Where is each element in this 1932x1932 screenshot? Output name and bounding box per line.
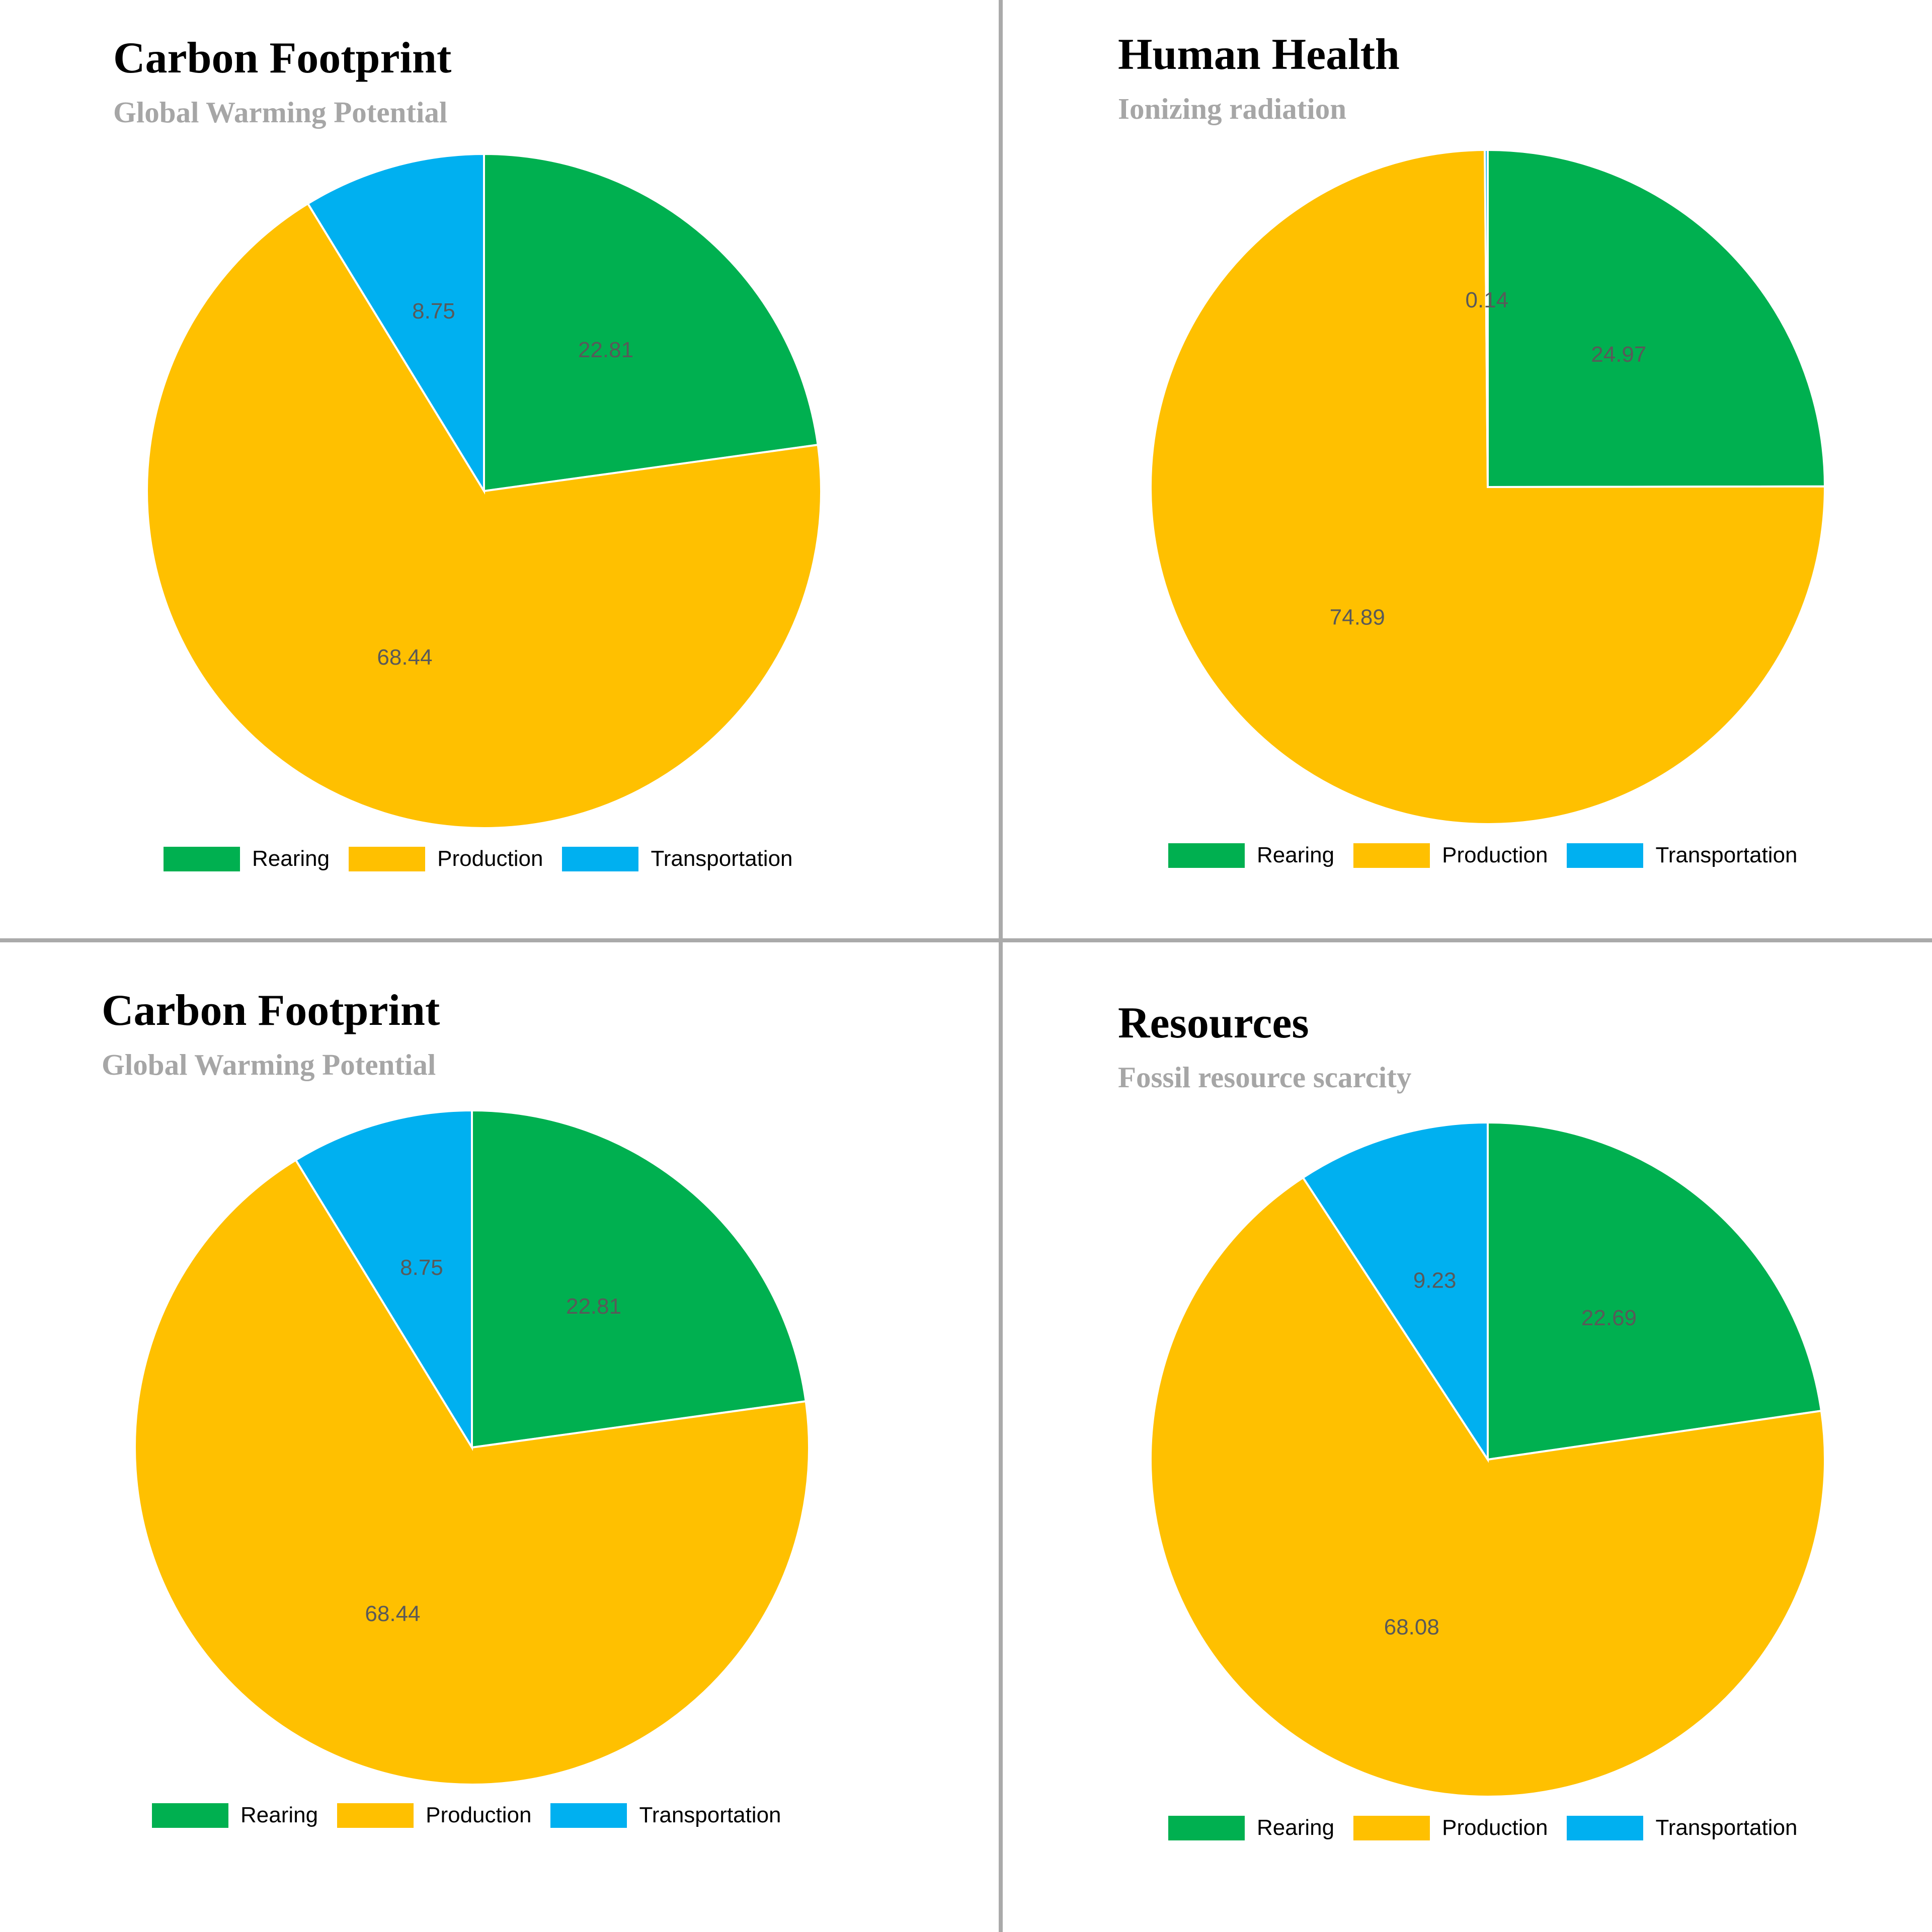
legend-swatch (1567, 1815, 1644, 1840)
chart-title: Carbon Footprint (113, 34, 452, 83)
slice-data-label: 68.44 (365, 1601, 420, 1626)
legend-item-transportation: Transportation (1567, 1815, 1798, 1840)
pie-chart: 22.81 68.44 8.75 (134, 1109, 810, 1786)
slice-data-label: 9.23 (1413, 1268, 1457, 1293)
slice-data-label: 0.14 (1466, 288, 1509, 312)
pie-slice-production (134, 1158, 810, 1786)
chart-subtitle: Global Warming Potential (102, 1048, 436, 1081)
legend-label: Rearing (252, 846, 330, 871)
legend-swatch (337, 1803, 414, 1828)
chart-panel-4: Resources Fossil resource scarcity 22.69… (1004, 943, 1932, 1932)
pie-slice-transportation (306, 152, 485, 495)
slice-data-label: 8.75 (412, 299, 455, 324)
pie-slice-rearing (471, 1109, 807, 1449)
legend-label: Transportation (639, 1803, 781, 1827)
chart-legend: Rearing Production Transportation (152, 1803, 800, 1828)
legend-item-production: Production (1353, 1815, 1548, 1840)
legend-swatch (1353, 1815, 1430, 1840)
legend-swatch (1168, 1815, 1245, 1840)
legend-label: Transportation (651, 846, 793, 871)
chart-panel-3: Carbon Footprint Global Warming Potentia… (0, 943, 999, 1932)
pie-slice-rearing (483, 152, 819, 493)
pie-slice-transportation (1302, 1121, 1489, 1463)
pie-slice-transportation (294, 1109, 473, 1452)
legend-label: Rearing (1257, 843, 1335, 867)
pie-chart: 22.81 68.44 8.75 (146, 152, 822, 829)
slice-data-label: 74.89 (1330, 605, 1385, 630)
legend-label: Production (437, 846, 543, 871)
legend-swatch (562, 846, 639, 871)
slice-data-label: 68.08 (1384, 1615, 1439, 1640)
pie-slice-production (146, 202, 822, 829)
legend-swatch (349, 846, 426, 871)
pie-slice-transportation (1484, 148, 1489, 488)
pie-slice-rearing (1487, 1121, 1823, 1461)
vertical-divider (999, 0, 1003, 1932)
slice-data-label: 22.69 (1581, 1306, 1637, 1330)
legend-swatch (1168, 843, 1245, 868)
chart-title: Carbon Footprint (102, 986, 440, 1035)
slice-data-label: 24.97 (1591, 342, 1646, 367)
legend-swatch (1567, 843, 1644, 868)
legend-item-transportation: Transportation (1567, 843, 1798, 868)
legend-label: Transportation (1655, 843, 1798, 867)
legend-item-rearing: Rearing (164, 846, 330, 871)
slice-data-label: 22.81 (578, 338, 633, 362)
chart-subtitle: Global Warming Potential (113, 96, 448, 129)
pie-slice-rearing (1487, 148, 1826, 489)
chart-legend: Rearing Production Transportation (1168, 1815, 1817, 1840)
legend-label: Production (426, 1803, 532, 1827)
pie-chart: 22.69 68.08 9.23 (1150, 1121, 1826, 1798)
horizontal-divider (0, 938, 1932, 942)
slice-data-label: 22.81 (566, 1294, 621, 1319)
chart-subtitle: Fossil resource scarcity (1118, 1061, 1412, 1094)
legend-item-rearing: Rearing (1168, 1815, 1334, 1840)
chart-title: Resources (1118, 999, 1309, 1048)
chart-panel-1: Carbon Footprint Global Warming Potentia… (0, 0, 999, 938)
chart-legend: Rearing Production Transportation (1168, 843, 1817, 868)
pie-slice-production (1150, 1176, 1826, 1798)
chart-title: Human Health (1118, 30, 1400, 79)
legend-item-production: Production (1353, 843, 1548, 868)
pie-chart: 24.97 74.89 0.14 (1150, 148, 1826, 825)
legend-item-transportation: Transportation (562, 846, 793, 871)
legend-label: Production (1442, 843, 1548, 867)
slice-data-label: 68.44 (377, 645, 432, 670)
legend-label: Transportation (1655, 1815, 1798, 1840)
legend-label: Rearing (1257, 1815, 1335, 1840)
legend-item-production: Production (349, 846, 543, 871)
pie-slice-production (1150, 149, 1826, 825)
legend-item-rearing: Rearing (152, 1803, 318, 1828)
legend-label: Production (1442, 1815, 1548, 1840)
legend-swatch (164, 846, 240, 871)
chart-subtitle: Ionizing radiation (1118, 92, 1347, 125)
legend-label: Rearing (240, 1803, 318, 1827)
legend-swatch (152, 1803, 228, 1828)
chart-legend: Rearing Production Transportation (164, 846, 812, 871)
legend-item-transportation: Transportation (550, 1803, 781, 1828)
slice-data-label: 8.75 (400, 1255, 443, 1280)
legend-item-production: Production (337, 1803, 531, 1828)
legend-swatch (1353, 843, 1430, 868)
legend-swatch (550, 1803, 627, 1828)
legend-item-rearing: Rearing (1168, 843, 1334, 868)
chart-panel-2: Human Health Ionizing radiation 24.97 74.… (1004, 0, 1932, 938)
